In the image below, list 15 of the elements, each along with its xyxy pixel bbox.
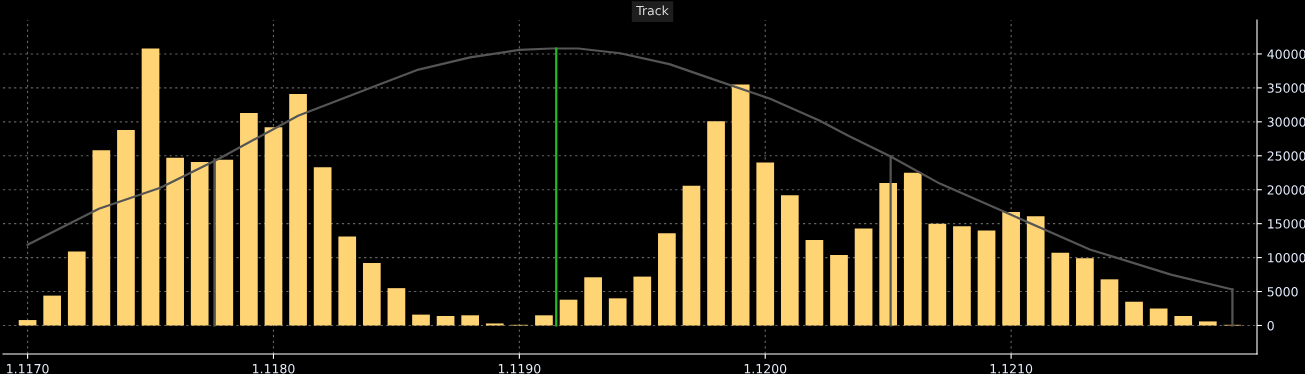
text: Track — [636, 5, 669, 16]
y-tick-label: 0 — [1267, 320, 1274, 331]
x-tick-label: 1.1200 — [744, 363, 787, 374]
y-tick-label: 35000 — [1267, 83, 1305, 93]
y-tick-label: 25000 — [1267, 151, 1305, 161]
x-tick-label: 1.1210 — [990, 363, 1033, 374]
x-tick-label: 1.1190 — [498, 363, 541, 374]
y-tick-label: 40000 — [1267, 49, 1305, 59]
y-tick-label: 20000 — [1267, 185, 1305, 195]
y-tick-label: 10000 — [1268, 253, 1305, 263]
y-tick-label: 15000 — [1268, 219, 1305, 229]
y-tick-label: 30000 — [1267, 117, 1305, 127]
y-tick-label: 5000 — [1267, 287, 1298, 297]
x-tick-label: 1.1170 — [7, 363, 49, 374]
x-tick-label: 1.1180 — [252, 363, 295, 374]
